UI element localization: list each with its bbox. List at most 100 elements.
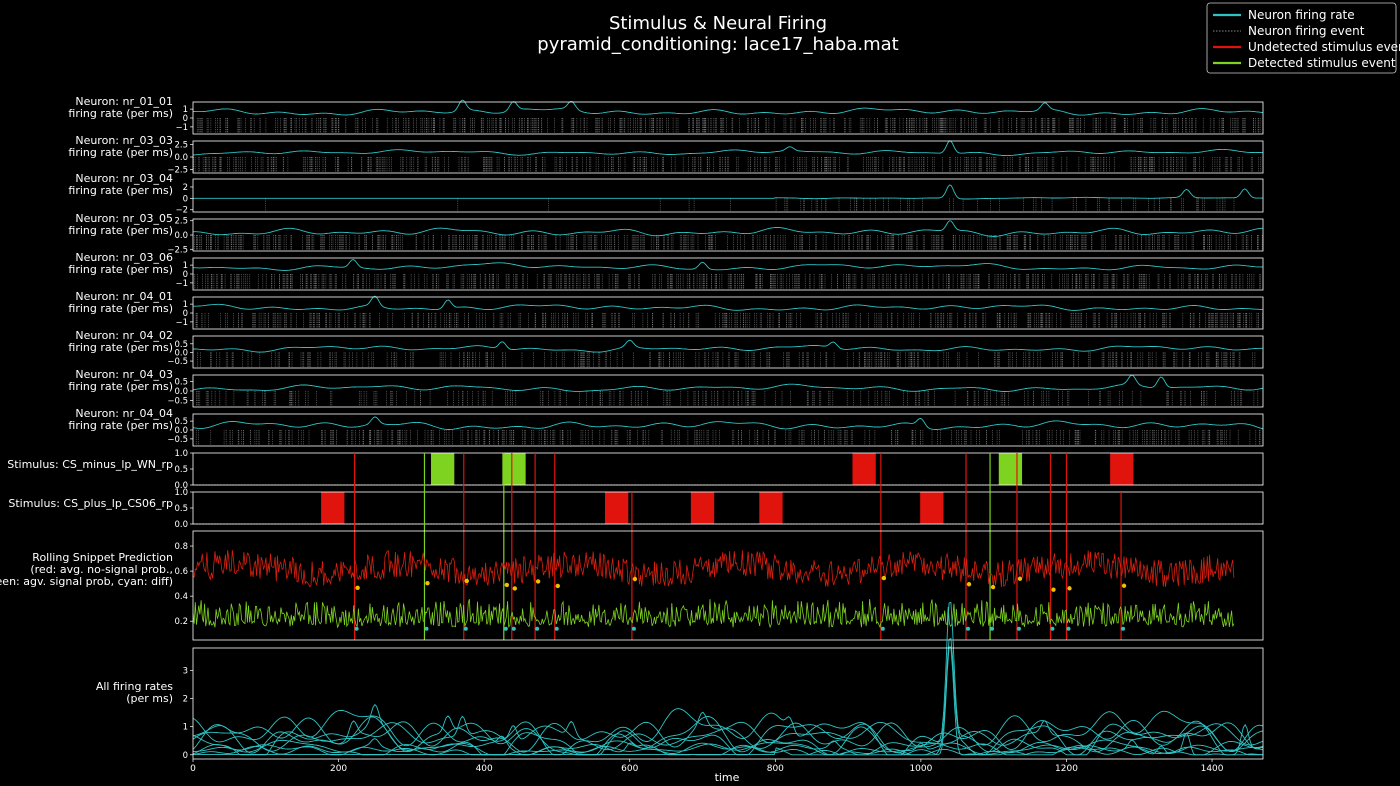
y-tick-label: 2 (183, 183, 188, 193)
firing-events (193, 157, 1262, 172)
firing-rate-line (193, 295, 1263, 311)
stimulus-name-label: Stimulus: CS_minus_lp_WN_rp (7, 458, 173, 471)
figure-subtitle: pyramid_conditioning: lace17_haba.mat (537, 34, 898, 55)
y-tick-label: 1.0 (174, 488, 188, 498)
neuron-ylabel: firing rate (per ms) (68, 263, 173, 276)
stimulus-block-undetected (852, 453, 876, 485)
diff-marker (1016, 626, 1021, 631)
y-tick-label: 1.0 (174, 449, 188, 459)
y-tick-label: 2 (183, 695, 188, 705)
y-tick-label: 1 (183, 300, 188, 310)
prediction-marker (512, 586, 518, 591)
stimulus-block-undetected (321, 492, 345, 524)
prediction-marker (990, 584, 996, 590)
figure-title: Stimulus & Neural Firing (609, 13, 827, 34)
neuron-axes-frame (192, 296, 1264, 330)
neuron-axes-frame (192, 413, 1264, 447)
neuron-name-label: Neuron: nr_03_04 (75, 172, 173, 185)
diff-marker (1066, 626, 1071, 631)
y-tick-label: 1 (183, 105, 188, 115)
neuron-name-label: Neuron: nr_04_03 (75, 368, 173, 381)
prediction-marker (464, 578, 469, 584)
neuron-axes-frame (192, 335, 1264, 369)
y-tick-label: 0.0 (174, 520, 188, 530)
stimulus-block-undetected (1110, 453, 1134, 485)
all-rates-panel: 0 1 2 3 All firing rates(per ms) (96, 601, 1264, 761)
x-tick-label: 400 (476, 764, 493, 774)
diff-marker (554, 626, 559, 631)
prediction-marker (1067, 586, 1072, 591)
firing-rate-line (192, 220, 1264, 237)
stimulus-event-lines (353, 453, 1122, 640)
firing-rate-line (192, 99, 1264, 116)
firing-events (197, 118, 1261, 133)
prediction-marker (881, 575, 887, 581)
y-tick-label: 0 (183, 309, 188, 319)
y-tick-label: 1 (183, 723, 188, 733)
stimulus-block-undetected (920, 492, 944, 524)
title-group: Stimulus & Neural Firing pyramid_conditi… (537, 13, 898, 55)
prediction-marker (1051, 587, 1056, 592)
x-tick-label: 0 (190, 764, 196, 774)
y-tick-label: 0 (183, 270, 188, 280)
y-tick-label: −2.5 (167, 166, 188, 176)
y-tick-label: 0 (183, 114, 188, 124)
diff-marker (1121, 626, 1126, 631)
y-tick-label: 0 (183, 751, 188, 761)
diff-marker (966, 626, 971, 631)
firing-rate-line (192, 339, 1263, 353)
neuron-ylabel: firing rate (per ms) (68, 419, 173, 432)
neuron-name-label: Neuron: nr_03_03 (75, 134, 173, 147)
firing-rate-line (192, 416, 1264, 430)
x-axis: 0 200 400 600 800 1000 1200 1400 (190, 759, 1224, 774)
firing-rate-line (192, 259, 1263, 271)
neuron-name-label: Neuron: nr_04_02 (75, 329, 173, 342)
stimulus-block-undetected (759, 492, 783, 524)
prediction-marker (1121, 583, 1127, 588)
firing-events (194, 235, 1263, 250)
prediction-marker (425, 580, 430, 586)
legend-box (1206, 2, 1397, 74)
stimulus-block-undetected (690, 492, 715, 524)
diff-marker (535, 626, 540, 631)
neuron-name-label: Neuron: nr_04_04 (75, 407, 173, 420)
all-rates-ylabel-line: All firing rates (96, 680, 173, 693)
all-rates-axes-frame (192, 647, 1264, 760)
neuron-axes-frame (192, 178, 1264, 213)
firing-events (265, 198, 1235, 211)
stimulus-block-undetected (604, 492, 629, 524)
y-tick-label: 0.2 (174, 617, 188, 627)
y-tick-label: −0.5 (167, 435, 188, 445)
firing-rate-line (192, 374, 1264, 392)
diff-marker (631, 626, 636, 631)
x-tick-label: 200 (330, 764, 347, 774)
prediction-marker (1017, 576, 1023, 581)
neuron-axes-frame (192, 374, 1264, 408)
diff-marker (503, 626, 508, 631)
legend: Neuron firing rate Neuron firing event Und… (1206, 2, 1400, 74)
y-tick-label: 0.8 (174, 542, 188, 552)
legend-label: Neuron firing event (1248, 24, 1365, 38)
x-tick-label: 1400 (1201, 764, 1224, 774)
firing-rate-line (192, 140, 1263, 157)
legend-label: Detected stimulus event (1248, 56, 1396, 70)
y-tick-label: 1 (183, 261, 188, 271)
legend-label: Undetected stimulus event (1248, 40, 1400, 54)
y-tick-label: 2.5 (174, 217, 188, 227)
x-tick-label: 1200 (1055, 764, 1078, 774)
y-tick-label: 0.6 (174, 567, 188, 577)
firing-rate-line (193, 184, 1263, 200)
y-tick-label: 0.5 (174, 378, 188, 388)
diff-marker (880, 626, 885, 631)
legend-label: Neuron firing rate (1248, 8, 1355, 22)
signal-prob-line (192, 598, 1235, 629)
y-tick-label: 0 (183, 194, 188, 204)
